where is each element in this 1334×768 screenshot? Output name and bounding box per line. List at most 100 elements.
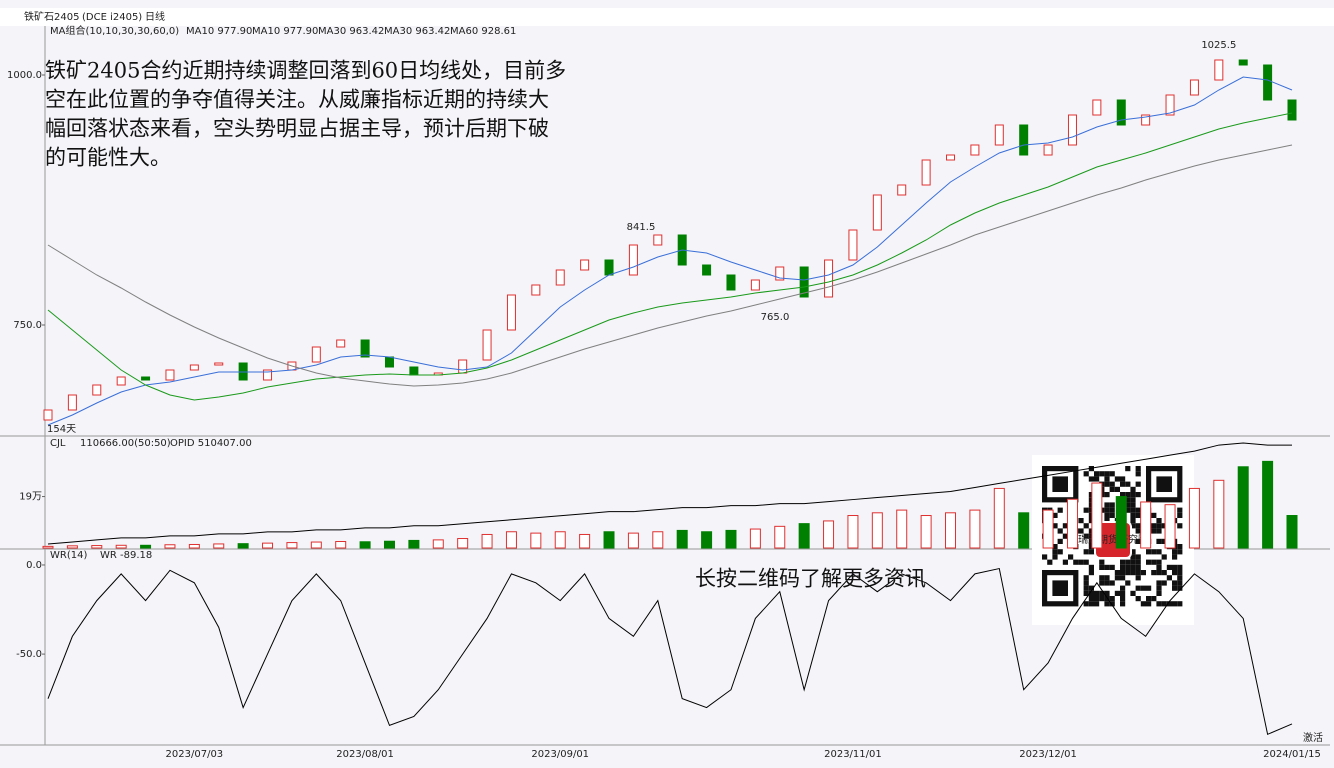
legend-entry: MA10 977.90 bbox=[252, 26, 318, 37]
legend-entry: MA30 963.42 bbox=[384, 26, 450, 37]
x-tick-label: 2023/09/01 bbox=[531, 749, 589, 760]
volume-bar bbox=[1237, 466, 1249, 549]
qr-module bbox=[1088, 564, 1094, 570]
qr-module bbox=[1125, 497, 1131, 503]
volume-bar bbox=[1262, 460, 1274, 549]
qr-module bbox=[1094, 471, 1100, 477]
qr-module bbox=[1130, 497, 1136, 503]
toolbar bbox=[0, 8, 1334, 26]
qr-module bbox=[1156, 518, 1162, 524]
qr-module bbox=[1083, 523, 1089, 529]
qr-module bbox=[1104, 590, 1110, 596]
qr-module bbox=[1083, 585, 1089, 591]
volume-bar bbox=[676, 529, 688, 549]
volume-bar bbox=[213, 543, 225, 549]
qr-module bbox=[1120, 575, 1126, 581]
candle bbox=[1238, 59, 1248, 66]
symbol[interactable]: 铁矿石2405 bbox=[24, 10, 79, 23]
candle bbox=[263, 369, 273, 381]
annotation-line: 的可能性大。 bbox=[45, 146, 171, 170]
qr-module bbox=[1088, 570, 1094, 576]
qr-module bbox=[1177, 570, 1183, 576]
qr-module bbox=[1099, 564, 1105, 570]
qr-module bbox=[1135, 512, 1141, 518]
qr-module bbox=[1166, 601, 1172, 607]
volume-bar bbox=[1140, 501, 1152, 549]
qr-module bbox=[1177, 544, 1183, 550]
candle bbox=[506, 294, 516, 331]
qr-module bbox=[1172, 554, 1178, 560]
qr-module bbox=[1130, 518, 1136, 524]
candle bbox=[360, 339, 370, 358]
qr-module bbox=[1120, 570, 1126, 576]
qr-module bbox=[1120, 564, 1126, 570]
volume-bar bbox=[823, 520, 835, 549]
qr-module bbox=[1088, 585, 1094, 591]
qr-module bbox=[1125, 580, 1131, 586]
qr-module bbox=[1156, 538, 1162, 544]
qr-caption: 长按二维码了解更多资讯 bbox=[695, 567, 926, 591]
volume-bar bbox=[335, 541, 347, 549]
candle bbox=[92, 384, 102, 396]
ma-line bbox=[47, 144, 1293, 387]
qr-module bbox=[1109, 502, 1115, 508]
panel-title: CJL bbox=[50, 438, 66, 449]
qr-module bbox=[1161, 523, 1167, 529]
qr-module bbox=[1161, 570, 1167, 576]
qr-module bbox=[1047, 559, 1053, 565]
opi-line bbox=[47, 442, 1292, 545]
qr-module bbox=[1135, 507, 1141, 513]
qr-module bbox=[1156, 580, 1162, 586]
qr-module bbox=[1161, 554, 1167, 560]
candle bbox=[848, 229, 858, 261]
qr-module bbox=[1135, 528, 1141, 534]
qr-module bbox=[1104, 481, 1110, 487]
volume-bar bbox=[627, 532, 639, 549]
qr-module bbox=[1125, 564, 1131, 570]
x-tick-label: 2023/08/01 bbox=[336, 749, 394, 760]
qr-module bbox=[1130, 549, 1136, 555]
period[interactable]: 日线 bbox=[145, 10, 165, 23]
volume-bar bbox=[1286, 515, 1298, 549]
volume-bar bbox=[383, 540, 395, 549]
qr-module bbox=[1140, 585, 1146, 591]
qr-module bbox=[1109, 481, 1115, 487]
qr-module bbox=[1062, 523, 1068, 529]
qr-finder bbox=[1052, 476, 1068, 492]
volume-bar bbox=[262, 542, 274, 549]
y-tick-label: 1000.0 bbox=[7, 70, 42, 81]
qr-module bbox=[1104, 564, 1110, 570]
qr-module bbox=[1052, 549, 1058, 555]
candle bbox=[384, 356, 394, 368]
qr-module bbox=[1088, 476, 1094, 482]
qr-module bbox=[1057, 538, 1063, 544]
qr-module bbox=[1156, 564, 1162, 570]
qr-module bbox=[1109, 512, 1115, 518]
qr-module bbox=[1130, 486, 1136, 492]
candle bbox=[970, 144, 980, 156]
qr-module bbox=[1156, 570, 1162, 576]
qr-module bbox=[1151, 528, 1157, 534]
qr-module bbox=[1135, 523, 1141, 529]
qr-module bbox=[1151, 512, 1157, 518]
qr-module bbox=[1104, 492, 1110, 498]
annotation-line: 幅回落状态来看，空头势明显占据主导，预计后期下破 bbox=[45, 117, 549, 141]
qr-module bbox=[1104, 507, 1110, 513]
x-tick-label: 2023/12/01 bbox=[1019, 749, 1077, 760]
volume-bar bbox=[798, 523, 810, 549]
candle bbox=[482, 329, 492, 361]
qr-module bbox=[1057, 507, 1063, 513]
qr-module bbox=[1078, 518, 1084, 524]
candle bbox=[1043, 144, 1053, 156]
candle bbox=[1141, 114, 1151, 126]
qr-module bbox=[1099, 471, 1105, 477]
legend-entry: MA30 963.42 bbox=[318, 26, 384, 37]
candle bbox=[141, 376, 151, 381]
qr-module bbox=[1135, 466, 1141, 472]
volume-bar bbox=[1188, 487, 1200, 549]
qr-module bbox=[1172, 570, 1178, 576]
qr-module bbox=[1125, 507, 1131, 513]
legend-entry: MA60 928.61 bbox=[450, 26, 516, 37]
qr-module bbox=[1099, 580, 1105, 586]
